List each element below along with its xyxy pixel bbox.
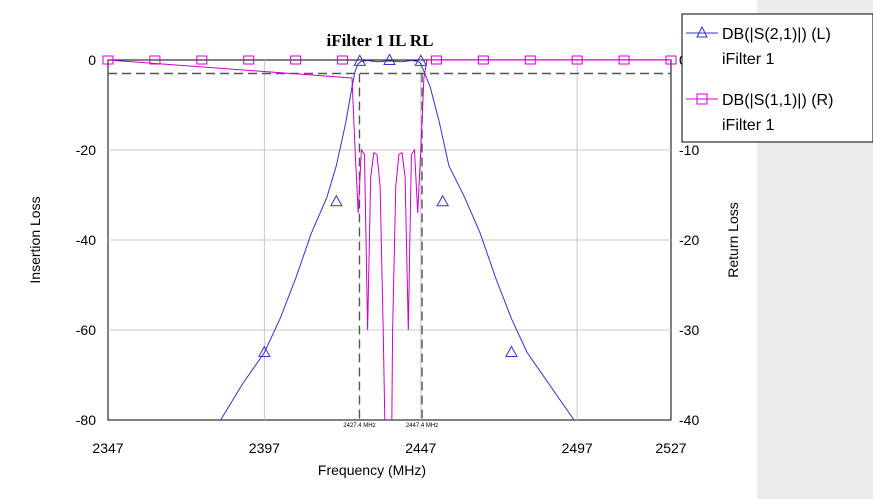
data-point-s11 <box>337 55 349 65</box>
x-tick-label: 2497 <box>562 440 593 456</box>
x-tick-label: 2447 <box>405 440 436 456</box>
data-point-s11 <box>571 55 583 65</box>
y-right-tick-label: -40 <box>679 412 699 428</box>
data-point-s11 <box>665 55 677 65</box>
data-point-s11 <box>102 55 114 65</box>
y-right-tick-label: -20 <box>679 232 699 248</box>
series-line-s21 <box>220 60 575 420</box>
y-left-tick-label: -20 <box>76 142 96 158</box>
data-point-s21 <box>436 194 450 207</box>
data-point-s21 <box>383 53 396 65</box>
data-point-s21 <box>258 345 271 357</box>
data-point-s11 <box>477 55 489 65</box>
data-point-s21 <box>353 54 367 66</box>
y-left-tick-label: -40 <box>76 232 96 248</box>
y-axis-label-left: Insertion Loss <box>27 196 43 283</box>
data-point-s21 <box>505 345 518 357</box>
chart-svg: 2427.4 MHz 2447.4 MHz 2347 2397 2447 2497 252… <box>27 31 741 478</box>
side-panel <box>757 0 873 499</box>
y-left-tick-label: -80 <box>76 412 96 428</box>
y-right-tick-label: 0 <box>679 52 687 68</box>
data-point-s11 <box>290 55 302 65</box>
y-right-tick-label: -30 <box>679 322 699 338</box>
data-point-s11 <box>149 55 161 65</box>
x-tick-label: 2397 <box>249 440 280 456</box>
y-axis-label-right: Return Loss <box>725 202 741 277</box>
series-line-s11 <box>108 60 671 420</box>
plot-window: 2427.4 MHz 2447.4 MHz 2347 2397 2447 2497 252… <box>27 0 758 499</box>
data-point-s11 <box>243 55 255 65</box>
data-point-s21 <box>414 54 428 66</box>
tick-layer: 2347 2397 2447 2497 2527 0 -20 -40 -60 -80 0 -10 -20… <box>76 52 700 456</box>
chart-title: iFilter 1 IL RL <box>327 31 434 50</box>
x-tick-label: 2527 <box>655 440 686 456</box>
data-point-s21 <box>329 194 343 207</box>
series-layer <box>108 60 671 420</box>
grid-layer <box>108 60 671 420</box>
marker-label: 2427.4 MHz <box>343 423 375 429</box>
data-point-s11 <box>430 55 442 65</box>
marker-label: 2447.4 MHz <box>406 423 438 429</box>
y-left-tick-label: -60 <box>76 322 96 338</box>
x-axis-label: Frequency (MHz) <box>318 462 426 478</box>
data-point-s11 <box>618 55 630 65</box>
x-tick-label: 2347 <box>92 440 123 456</box>
y-left-tick-label: 0 <box>88 52 96 68</box>
data-point-s11 <box>524 55 536 65</box>
marker-layer <box>102 53 677 357</box>
side-panel-separator <box>757 141 873 142</box>
y-right-tick-label: -10 <box>679 142 699 158</box>
data-point-s11 <box>196 55 208 65</box>
